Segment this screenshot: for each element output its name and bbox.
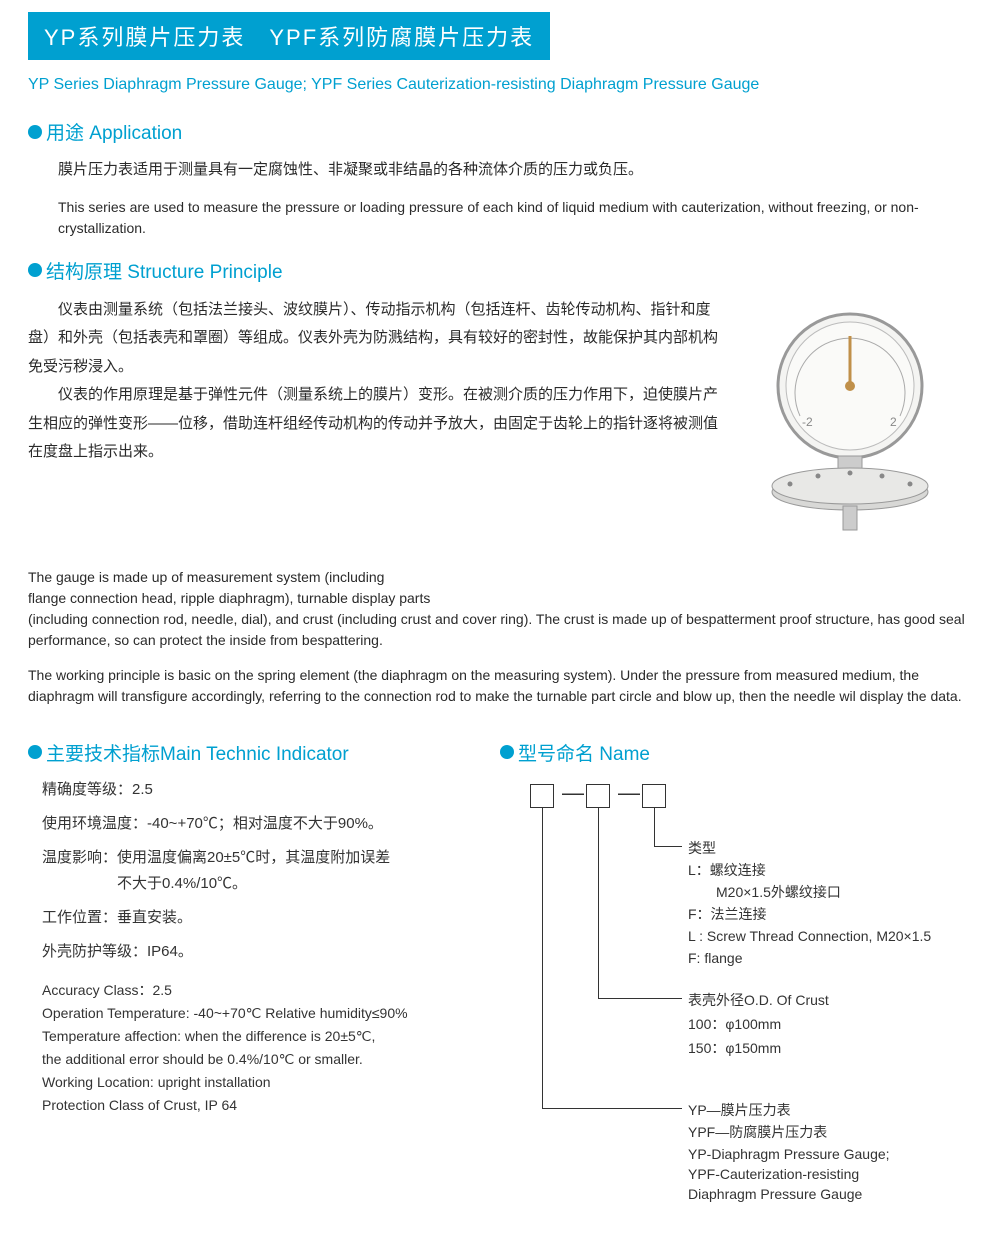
name-heading: 型号命名 Name <box>500 739 1000 766</box>
bullet-icon <box>28 263 42 277</box>
type-F-en: F: flange <box>688 948 742 969</box>
ypf-en1: YPF-Cauterization-resisting <box>688 1164 859 1185</box>
spec-temperature: 使用环境温度：-40~+70℃；相对温度不大于90%。 <box>42 812 500 836</box>
gauge-illustration: -2 2 <box>740 306 960 551</box>
spec-en1: Accuracy Class：2.5 <box>42 980 500 1001</box>
hline-3 <box>654 846 682 847</box>
vline-1 <box>542 808 543 1108</box>
od-150: 150：φ150mm <box>688 1038 781 1059</box>
structure-heading: 结构原理 Structure Principle <box>28 257 1000 284</box>
spec-temp-affect-b: 不大于0.4%/10℃。 <box>42 872 500 896</box>
structure-para2-cn: 仪表的作用原理是基于弹性元件（测量系统上的膜片）变形。在被测介质的压力作用下，迫… <box>28 381 730 467</box>
technic-heading: 主要技术指标Main Technic Indicator <box>28 739 500 766</box>
type-L-sub: M20×1.5外螺纹接口 <box>688 882 841 903</box>
header-subtitle: YP Series Diaphragm Pressure Gauge; YPF … <box>28 76 1000 94</box>
vline-2 <box>598 808 599 998</box>
bullet-icon <box>500 745 514 759</box>
application-heading: 用途 Application <box>28 118 1000 145</box>
model-box-1 <box>530 784 554 808</box>
application-text-cn: 膜片压力表适用于测量具有一定腐蚀性、非凝聚或非结晶的各种流体介质的压力或负压。 <box>58 157 972 183</box>
application-heading-text: 用途 Application <box>46 118 182 145</box>
spec-en5: Working Location: upright installation <box>42 1072 500 1093</box>
svg-text:2: 2 <box>890 415 897 429</box>
spec-en6: Protection Class of Crust, IP 64 <box>42 1095 500 1116</box>
hline-1 <box>542 1108 682 1109</box>
structure-para1-en: The gauge is made up of measurement syst… <box>28 567 972 651</box>
technic-heading-text: 主要技术指标Main Technic Indicator <box>46 739 349 766</box>
spec-protection: 外壳防护等级：IP64。 <box>42 940 500 964</box>
ypf-cn: YPF—防腐膜片压力表 <box>688 1122 827 1143</box>
od-100: 100：φ100mm <box>688 1014 781 1035</box>
type-label: 类型 <box>688 838 716 859</box>
dash-1: — <box>562 780 584 806</box>
structure-text-cn: 仪表由测量系统（包括法兰接头、波纹膜片）、传动指示机构（包括连杆、齿轮传动机构、… <box>28 296 730 467</box>
spec-temp-affect-a: 温度影响：使用温度偏离20±5℃时，其温度附加误差 <box>42 846 500 870</box>
yp-cn: YP—膜片压力表 <box>688 1100 791 1121</box>
spec-en2: Operation Temperature: -40~+70℃ Relative… <box>42 1003 500 1024</box>
bullet-icon <box>28 125 42 139</box>
spec-location: 工作位置：垂直安装。 <box>42 906 500 930</box>
model-box-2 <box>586 784 610 808</box>
structure-para2-en: The working principle is basic on the sp… <box>28 665 972 707</box>
yp-en: YP-Diaphragm Pressure Gauge; <box>688 1144 890 1165</box>
spec-accuracy: 精确度等级：2.5 <box>42 778 500 802</box>
ypf-en2: Diaphragm Pressure Gauge <box>688 1184 862 1205</box>
od-label: 表壳外径O.D. Of Crust <box>688 990 829 1011</box>
type-L-en: L : Screw Thread Connection, M20×1.5 <box>688 926 931 947</box>
spec-en4: the additional error should be 0.4%/10℃ … <box>42 1049 500 1070</box>
bullet-icon <box>28 745 42 759</box>
name-heading-text: 型号命名 Name <box>518 739 650 766</box>
spec-en3: Temperature affection: when the differen… <box>42 1026 500 1047</box>
naming-diagram: — — 类型 L：螺纹连接 M20×1.5外螺纹接口 F：法兰连接 L : Sc… <box>530 784 1000 1204</box>
structure-para1-cn: 仪表由测量系统（包括法兰接头、波纹膜片）、传动指示机构（包括连杆、齿轮传动机构、… <box>28 296 730 382</box>
model-box-3 <box>642 784 666 808</box>
type-L: L：螺纹连接 <box>688 860 766 881</box>
vline-3 <box>654 808 655 846</box>
dash-2: — <box>618 780 640 806</box>
hline-2 <box>598 998 682 999</box>
header-title: YP系列膜片压力表 YPF系列防腐膜片压力表 <box>28 12 550 60</box>
svg-text:-2: -2 <box>802 415 813 429</box>
application-text-en: This series are used to measure the pres… <box>58 197 972 239</box>
type-F: F：法兰连接 <box>688 904 767 925</box>
structure-heading-text: 结构原理 Structure Principle <box>46 257 283 284</box>
